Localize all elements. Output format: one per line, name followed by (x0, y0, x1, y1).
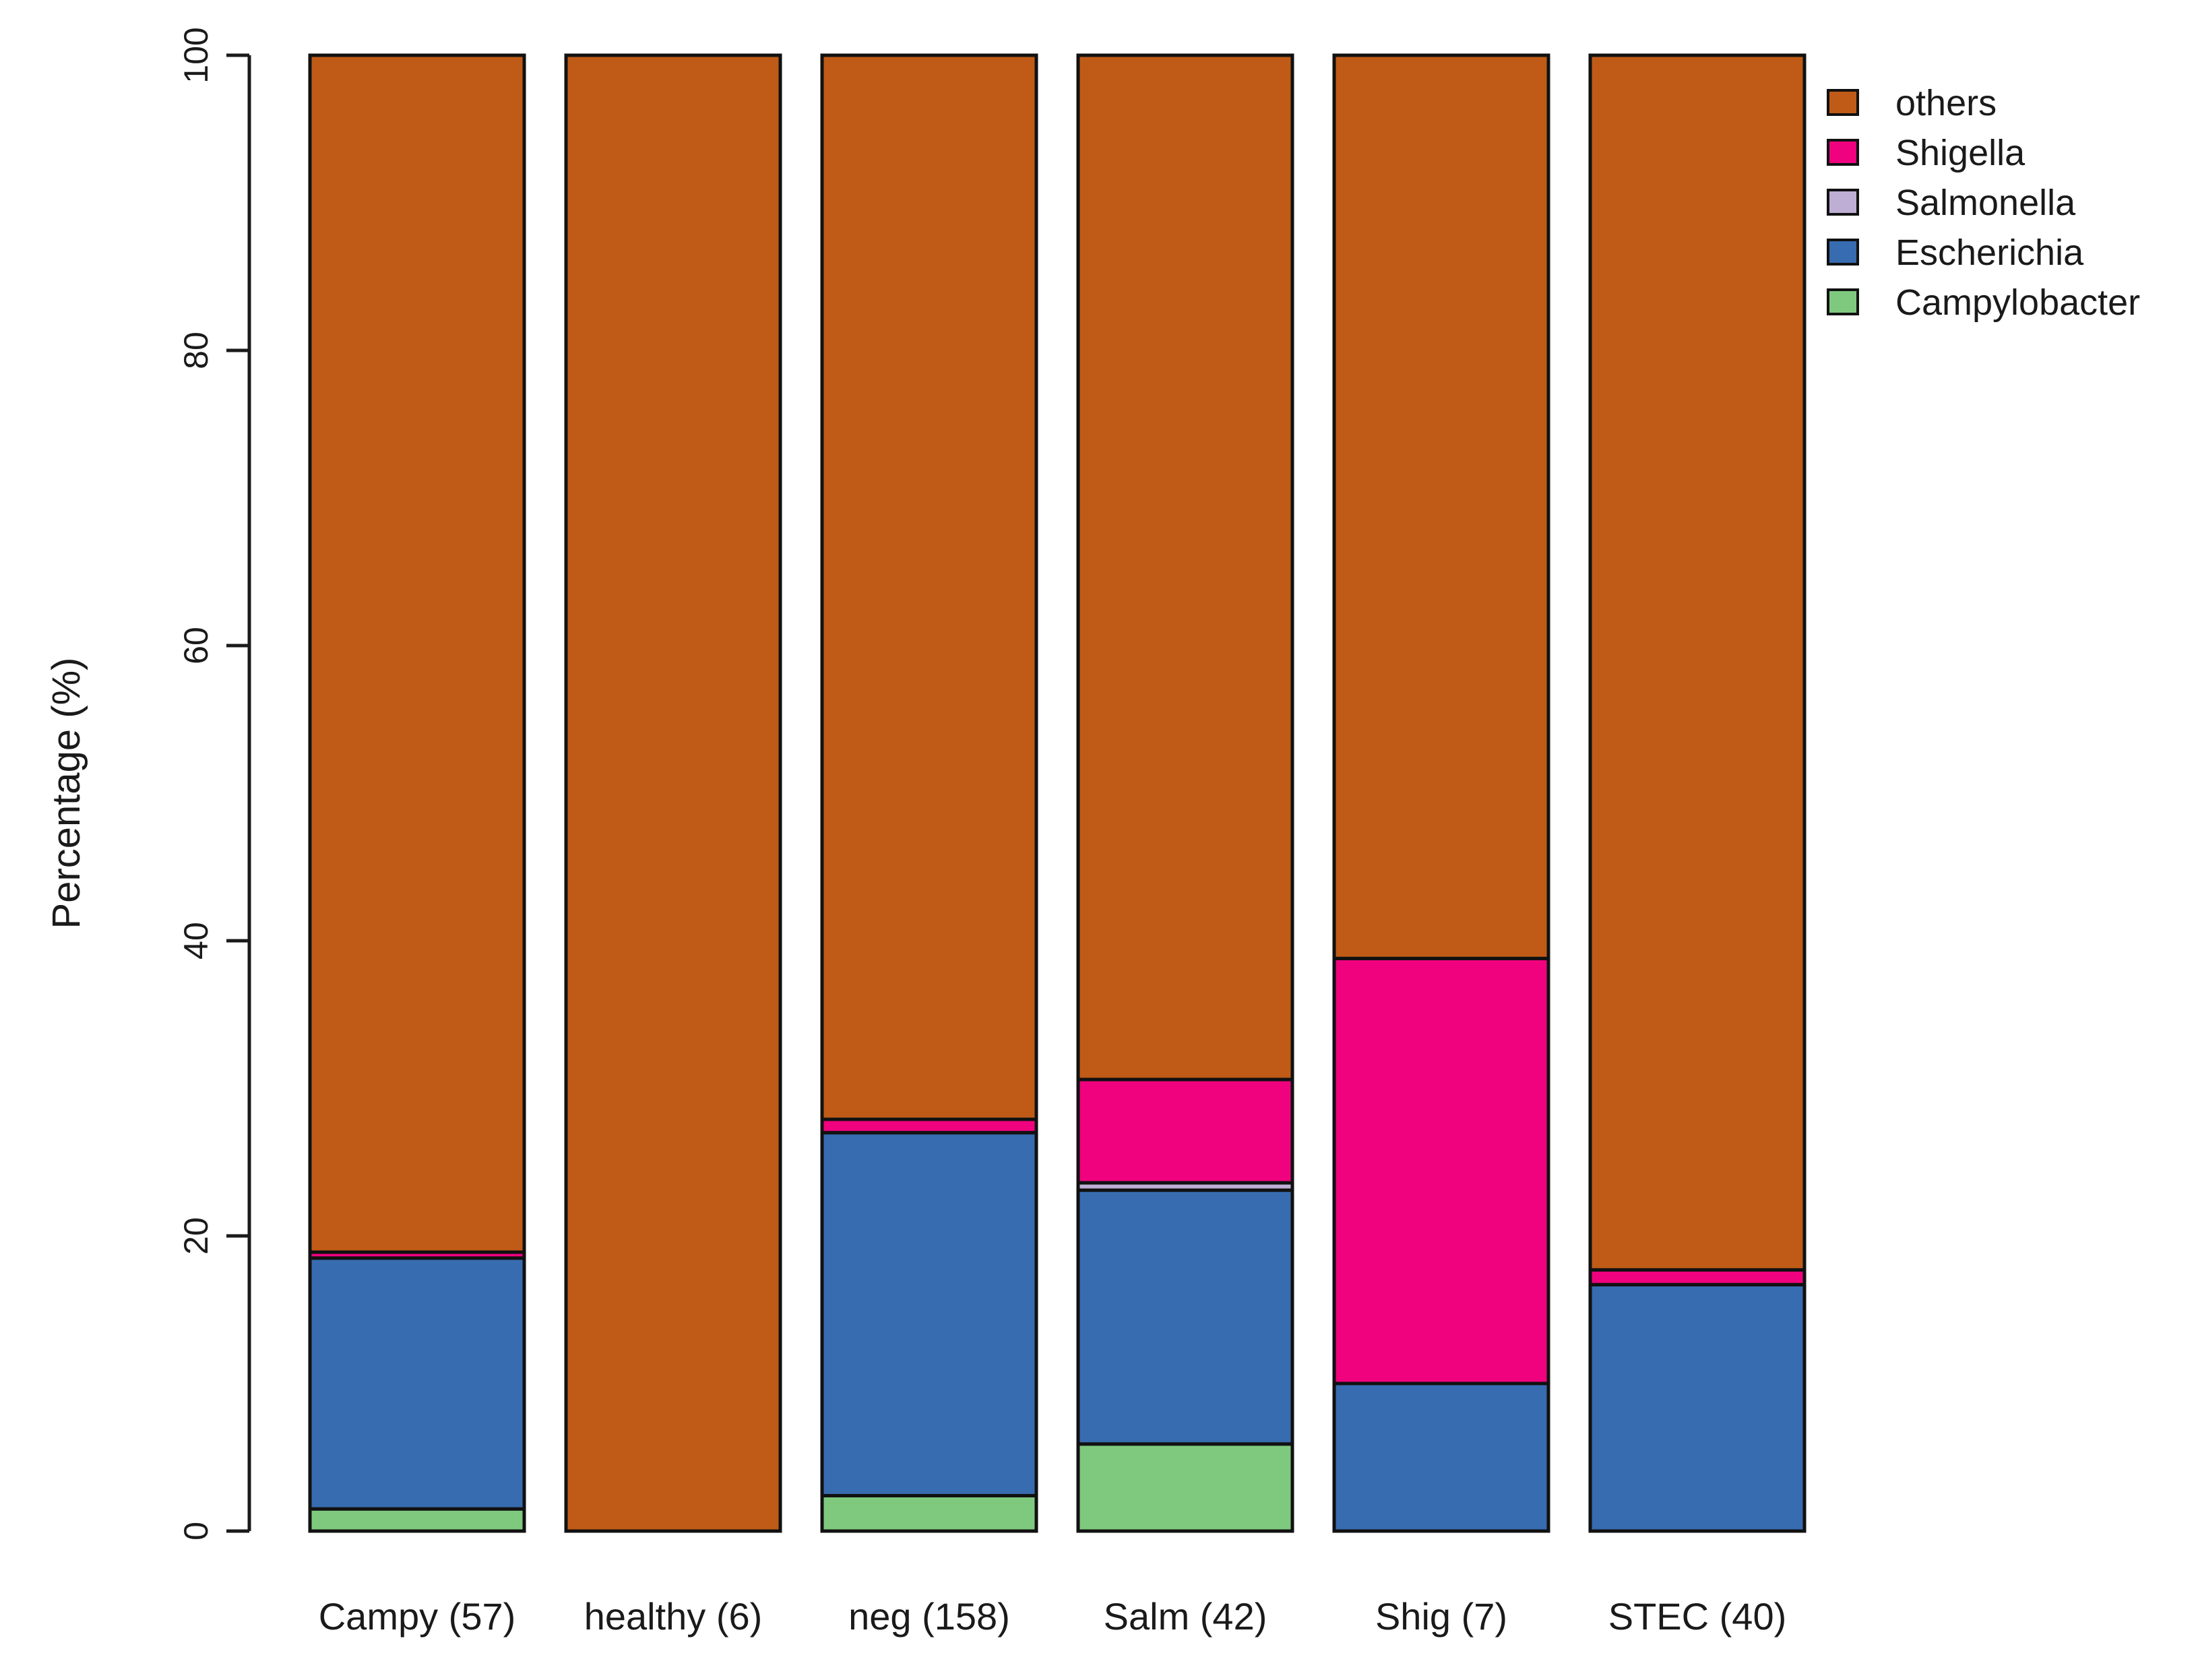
legend-swatch-shigella (1828, 140, 1858, 164)
legend-swatch-campylobacter (1828, 290, 1858, 314)
legend-swatch-escherichia (1828, 240, 1858, 264)
bar-segment-shig-7-escherichia (1334, 1383, 1548, 1531)
bar-segment-stec-40-escherichia (1590, 1284, 1804, 1531)
legend-label-shigella: Shigella (1895, 133, 2026, 173)
x-tick-label-salm-42: Salm (42) (1104, 1595, 1267, 1638)
y-axis-label: Percentage (%) (44, 658, 88, 929)
x-axis-labels: Campy (57) healthy (6) neg (158) Salm (42) S… (319, 1595, 1787, 1638)
y-tick-label: 40 (177, 922, 215, 960)
bar-segment-campy-57-campylobacter (310, 1509, 524, 1531)
bar-segment-salm-42-campylobacter (1078, 1444, 1292, 1531)
x-tick-label-stec-40: STEC (40) (1608, 1595, 1787, 1638)
legend-label-escherichia: Escherichia (1895, 232, 2084, 273)
bar-segment-stec-40-shigella (1590, 1270, 1804, 1284)
bar-segment-neg-158-campylobacter (822, 1495, 1036, 1531)
y-tick-label: 80 (177, 332, 215, 369)
y-tick-label: 100 (177, 27, 215, 83)
bar-segment-healthy-6-others (566, 55, 780, 1531)
y-tick-label: 60 (177, 627, 215, 664)
bar-segment-salm-42-others (1078, 55, 1292, 1080)
bar-segment-salm-42-escherichia (1078, 1190, 1292, 1444)
legend: others Shigella Salmonella Escherichia Campy… (1828, 83, 2140, 323)
legend-label-campylobacter: Campylobacter (1895, 282, 2140, 323)
bar-segment-neg-158-escherichia (822, 1133, 1036, 1496)
bar-segment-campy-57-others (310, 55, 524, 1252)
y-tick-label: 0 (177, 1522, 215, 1541)
x-tick-label-neg-158: neg (158) (848, 1595, 1010, 1638)
x-tick-label-shig-7: Shig (7) (1375, 1595, 1507, 1638)
legend-label-salmonella: Salmonella (1895, 183, 2076, 223)
legend-swatch-salmonella (1828, 190, 1858, 214)
bar-segment-neg-158-others (822, 55, 1036, 1119)
legend-label-others: others (1895, 83, 1997, 123)
bar-segment-stec-40-others (1590, 55, 1804, 1270)
bar-segment-salm-42-shigella (1078, 1080, 1292, 1183)
bar-segment-neg-158-shigella (822, 1119, 1036, 1133)
x-tick-label-healthy-6: healthy (6) (584, 1595, 763, 1638)
y-tick-label: 20 (177, 1217, 215, 1255)
legend-swatch-others (1828, 90, 1858, 115)
y-axis: 0 20 40 60 80 100 (177, 27, 249, 1541)
bars-layer (310, 55, 1804, 1531)
bar-segment-campy-57-escherichia (310, 1258, 524, 1509)
x-tick-label-campy-57: Campy (57) (319, 1595, 516, 1638)
bar-segment-shig-7-others (1334, 55, 1548, 958)
bar-segment-shig-7-shigella (1334, 958, 1548, 1383)
